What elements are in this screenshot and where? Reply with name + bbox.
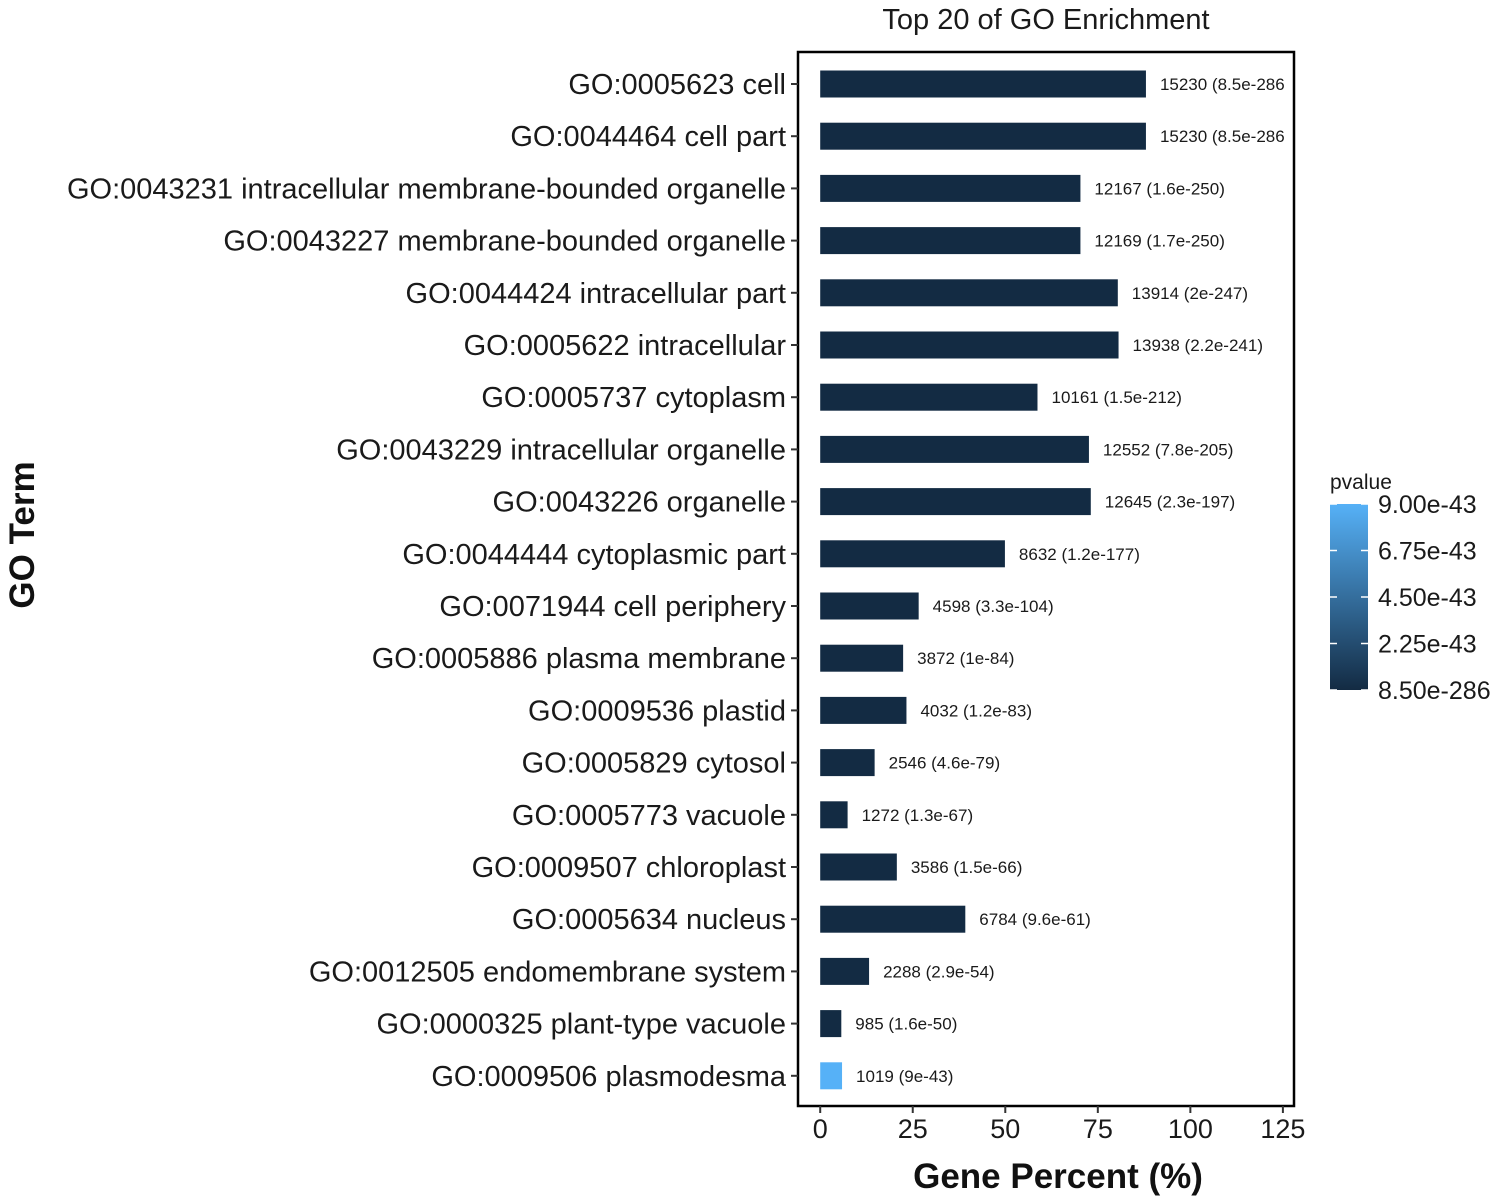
bar bbox=[820, 749, 875, 777]
bar bbox=[820, 592, 919, 620]
bar bbox=[820, 279, 1118, 307]
bar bbox=[820, 644, 904, 672]
bar-value-label: 10161 (1.5e-212) bbox=[1051, 388, 1181, 407]
colorbar-ticks: 9.00e-43 6.75e-43 4.50e-43 2.25e-43 8.50e-28… bbox=[1330, 491, 1491, 705]
bar bbox=[820, 853, 897, 881]
bar bbox=[820, 174, 1081, 202]
y-axis-title: GO Term bbox=[3, 461, 42, 608]
x-tick-label: 0 bbox=[813, 1114, 828, 1144]
bar bbox=[820, 696, 907, 724]
bar bbox=[820, 801, 848, 829]
category-label: GO:0005773 vacuole bbox=[512, 800, 786, 832]
bars bbox=[820, 70, 1146, 1090]
category-label: GO:0043226 organelle bbox=[493, 487, 786, 519]
colorbar-legend: pvalue 9.00e-43 6.75e-43 4.50e-43 2.25e-43 8… bbox=[1330, 471, 1491, 705]
bar bbox=[820, 331, 1119, 359]
bar-value-labels: 15230 (8.5e-286 15230 (8.5e-286 12167 (1.6… bbox=[855, 75, 1284, 1086]
bar-value-label: 4032 (1.2e-83) bbox=[920, 701, 1032, 720]
category-label: GO:0009507 chloroplast bbox=[472, 852, 786, 884]
category-label: GO:0005886 plasma membrane bbox=[372, 643, 786, 675]
bar-value-label: 13938 (2.2e-241) bbox=[1133, 336, 1263, 355]
bar-value-label: 2546 (4.6e-79) bbox=[889, 754, 1001, 773]
bar-value-label: 1019 (9e-43) bbox=[856, 1067, 953, 1086]
bar-value-label: 12167 (1.6e-250) bbox=[1094, 179, 1224, 198]
bar bbox=[820, 435, 1089, 463]
bar bbox=[820, 227, 1081, 255]
bar bbox=[820, 905, 966, 933]
category-label: GO:0005623 cell bbox=[568, 69, 786, 101]
bar bbox=[820, 540, 1005, 568]
colorbar-tick-label: 4.50e-43 bbox=[1378, 584, 1477, 612]
x-tick-label: 75 bbox=[1083, 1114, 1113, 1144]
category-label: GO:0043227 membrane-bounded organelle bbox=[223, 226, 786, 258]
colorbar-tick-label: 6.75e-43 bbox=[1378, 538, 1477, 566]
x-axis-ticks: 0 25 50 75 100 125 bbox=[813, 1106, 1305, 1144]
bar-value-label: 1272 (1.3e-67) bbox=[862, 806, 974, 825]
category-labels: GO:0005623 cell GO:0044464 cell part GO:00… bbox=[67, 69, 787, 1093]
category-label: GO:0005622 intracellular bbox=[464, 330, 787, 362]
category-label: GO:0044464 cell part bbox=[510, 121, 786, 153]
colorbar-tick-label: 2.25e-43 bbox=[1378, 631, 1477, 659]
bar-value-label: 3872 (1e-84) bbox=[917, 649, 1014, 668]
category-label: GO:0071944 cell periphery bbox=[439, 591, 786, 623]
bar-value-label: 4598 (3.3e-104) bbox=[933, 597, 1054, 616]
bar bbox=[820, 957, 870, 985]
bar bbox=[820, 122, 1146, 150]
colorbar-tick-label: 8.50e-286 bbox=[1378, 677, 1491, 705]
y-tick-marks bbox=[791, 83, 798, 1077]
bar-value-label: 12169 (1.7e-250) bbox=[1094, 232, 1224, 251]
category-label: GO:0043229 intracellular organelle bbox=[336, 434, 786, 466]
category-label: GO:0009536 plastid bbox=[528, 695, 786, 727]
category-label: GO:0000325 plant-type vacuole bbox=[377, 1009, 787, 1041]
bar-value-label: 15230 (8.5e-286 bbox=[1160, 127, 1285, 146]
bar-value-label: 13914 (2e-247) bbox=[1132, 284, 1248, 303]
colorbar-tick-label: 9.00e-43 bbox=[1378, 491, 1477, 519]
x-tick-label: 25 bbox=[898, 1114, 928, 1144]
category-label: GO:0044424 intracellular part bbox=[406, 278, 786, 310]
x-tick-label: 50 bbox=[990, 1114, 1020, 1144]
category-label: GO:0005737 cytoplasm bbox=[481, 382, 786, 414]
category-label: GO:0005634 nucleus bbox=[512, 904, 786, 936]
category-label: GO:0044444 cytoplasmic part bbox=[402, 539, 786, 571]
category-label: GO:0005829 cytosol bbox=[522, 748, 786, 780]
bar bbox=[820, 1062, 843, 1090]
bar-value-label: 8632 (1.2e-177) bbox=[1019, 545, 1140, 564]
bar-value-label: 12552 (7.8e-205) bbox=[1103, 440, 1233, 459]
bar bbox=[820, 1010, 842, 1038]
bar-value-label: 15230 (8.5e-286 bbox=[1160, 75, 1285, 94]
category-label: GO:0012505 endomembrane system bbox=[309, 956, 786, 988]
bar-value-label: 985 (1.6e-50) bbox=[855, 1015, 957, 1034]
bar-value-label: 6784 (9.6e-61) bbox=[979, 910, 1091, 929]
x-axis-title: Gene Percent (%) bbox=[913, 1157, 1203, 1196]
bar bbox=[820, 70, 1146, 98]
bar bbox=[820, 488, 1091, 516]
bar-value-label: 3586 (1.5e-66) bbox=[911, 858, 1023, 877]
chart-title: Top 20 of GO Enrichment bbox=[882, 4, 1209, 36]
category-label: GO:0043231 intracellular membrane-bounde… bbox=[67, 173, 786, 205]
plot-panel bbox=[796, 50, 1296, 1108]
bar-value-label: 12645 (2.3e-197) bbox=[1105, 493, 1235, 512]
x-tick-label: 100 bbox=[1168, 1114, 1213, 1144]
bar bbox=[820, 383, 1038, 411]
category-label: GO:0009506 plasmodesma bbox=[431, 1061, 787, 1093]
x-tick-label: 125 bbox=[1260, 1114, 1305, 1144]
colorbar-title: pvalue bbox=[1330, 471, 1392, 494]
bar-value-label: 2288 (2.9e-54) bbox=[883, 962, 995, 981]
